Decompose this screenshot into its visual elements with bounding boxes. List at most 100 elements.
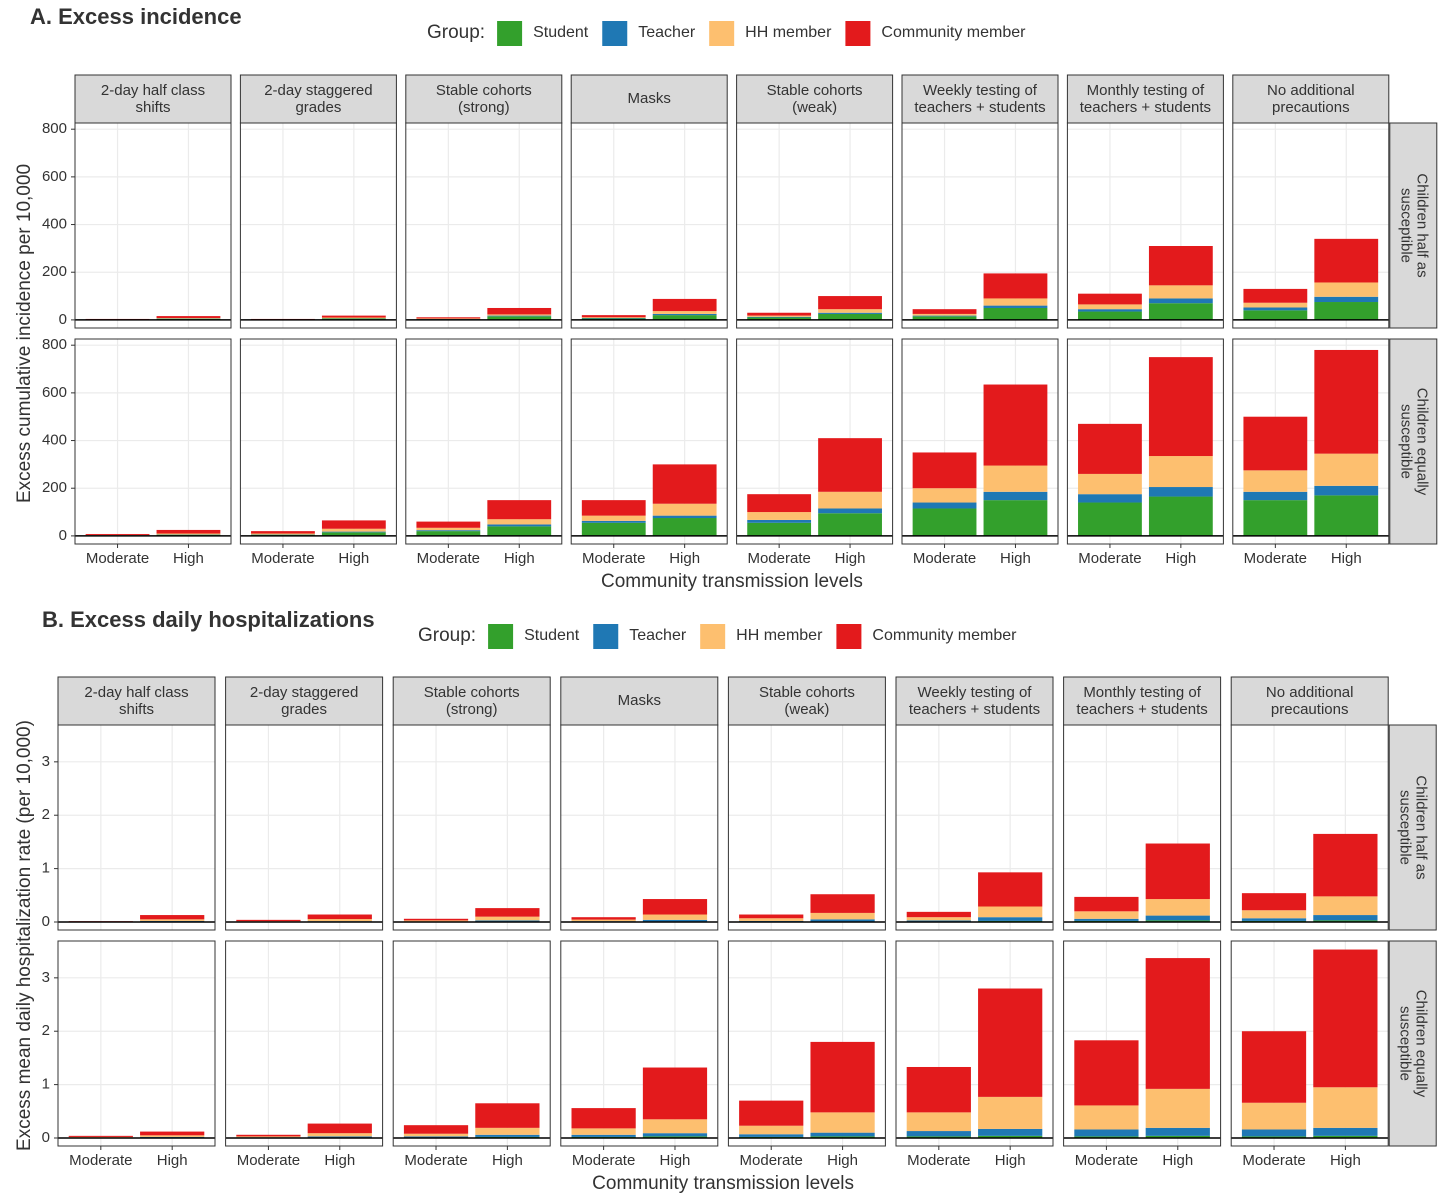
bar-segment [906,1112,971,1132]
x-tick-label: Moderate [740,1152,803,1169]
bar-segment [1314,302,1379,320]
bar-segment [642,919,708,922]
bar-segment [1243,302,1308,308]
y-tick-label: 0 [59,527,67,544]
bar-segment [1074,896,1139,912]
facet-label: Masks [618,692,661,709]
bar-segment [403,918,469,921]
x-tick-label: High [492,1152,523,1169]
bar-segment [1241,1102,1307,1130]
bar-segment [571,1108,636,1129]
x-axis-title: Community transmission levels [592,1173,854,1194]
facet-label: No additional [1266,684,1354,701]
bar-segment [571,1134,636,1137]
bar-segment [818,312,882,314]
panel-border [225,940,384,1147]
bar-segment [307,1123,372,1134]
bar-segment [1314,296,1379,303]
bar-segment [1314,453,1379,486]
bar-segment [1074,1129,1139,1137]
bar-segment [1148,246,1213,286]
x-tick-label: High [995,1152,1026,1169]
facet-strip [736,74,894,124]
x-tick-label: Moderate [747,550,810,567]
panel-bg [75,339,231,544]
bar-segment [642,1133,708,1137]
bar-segment [1078,293,1142,305]
panel-bg [225,725,383,930]
bar-segment [487,500,552,520]
panel-bg [240,123,397,328]
panel-border [560,940,719,1147]
bar-segment [571,919,636,922]
panel-border [1232,122,1390,329]
bar-segment [1241,1031,1307,1103]
bar-segment [487,315,552,317]
bar-segment [1314,495,1379,536]
bar-segment [487,526,552,536]
bar-segment [818,309,882,313]
y-tick-label: 600 [42,384,67,401]
facet-strip [239,74,397,124]
bar-segment [1145,1135,1210,1138]
facet-strip [74,74,232,124]
facet-label: Stable cohorts [436,82,532,99]
bar-segment [85,533,150,535]
bar-segment [642,899,708,915]
facet-label: 2-day staggered [250,684,358,701]
x-tick-label: High [660,1152,691,1169]
facet-strip [1232,74,1390,124]
bar-segment [1148,298,1213,304]
bar-segment [403,1133,469,1137]
panel-bg [393,725,551,930]
bar-segment [810,1132,875,1137]
bar-segment [156,316,221,318]
bar-segment [1313,896,1378,916]
facet-label: (strong) [446,701,498,718]
bar-segment [652,311,717,314]
bar-segment [652,298,717,312]
panel-border [1230,940,1389,1147]
facet-strip [57,676,216,726]
bar-segment [810,1136,875,1138]
bar-segment [1074,918,1139,921]
bar-segment [912,313,977,316]
panel-border [570,338,728,545]
bar-segment [321,532,386,536]
legend-label: Student [533,24,589,41]
bar-segment [810,1112,875,1133]
bar-segment [747,312,812,316]
x-tick-label: Moderate [404,1152,467,1169]
bar-segment [739,1100,804,1126]
facet-label: teachers + students [914,99,1045,116]
bar-segment [1314,238,1379,283]
x-tick-label: High [157,1152,188,1169]
facet-label: Stable cohorts [759,684,855,701]
panel-bg [571,123,728,328]
panel-border [901,122,1059,329]
bar-segment [1145,899,1210,916]
x-tick-label: Moderate [1242,1152,1305,1169]
panel-border [74,338,232,545]
x-tick-label: High [173,550,204,567]
bar-segment [156,529,221,534]
bar-segment [1148,303,1213,320]
legend-swatch [845,21,871,46]
legend-label: Community member [881,24,1026,41]
bar-segment [581,522,646,536]
y-tick-label: 800 [42,120,67,137]
bar-segment [403,920,469,922]
bar-segment [652,515,717,519]
x-tick-label: High [1000,550,1031,567]
bar-segment [739,1134,804,1137]
bar-segment [983,500,1048,536]
panel-border [392,940,551,1147]
facet-label: (strong) [458,99,510,116]
bar-segment [983,305,1048,308]
bar-segment [487,307,552,315]
y-axis-title: Excess cumulative incidence per 10,000 [14,164,35,503]
facet-label: teachers + students [1080,99,1211,116]
panel-bg [736,123,893,328]
bar-segment [1078,311,1142,320]
bar-segment [140,915,205,920]
